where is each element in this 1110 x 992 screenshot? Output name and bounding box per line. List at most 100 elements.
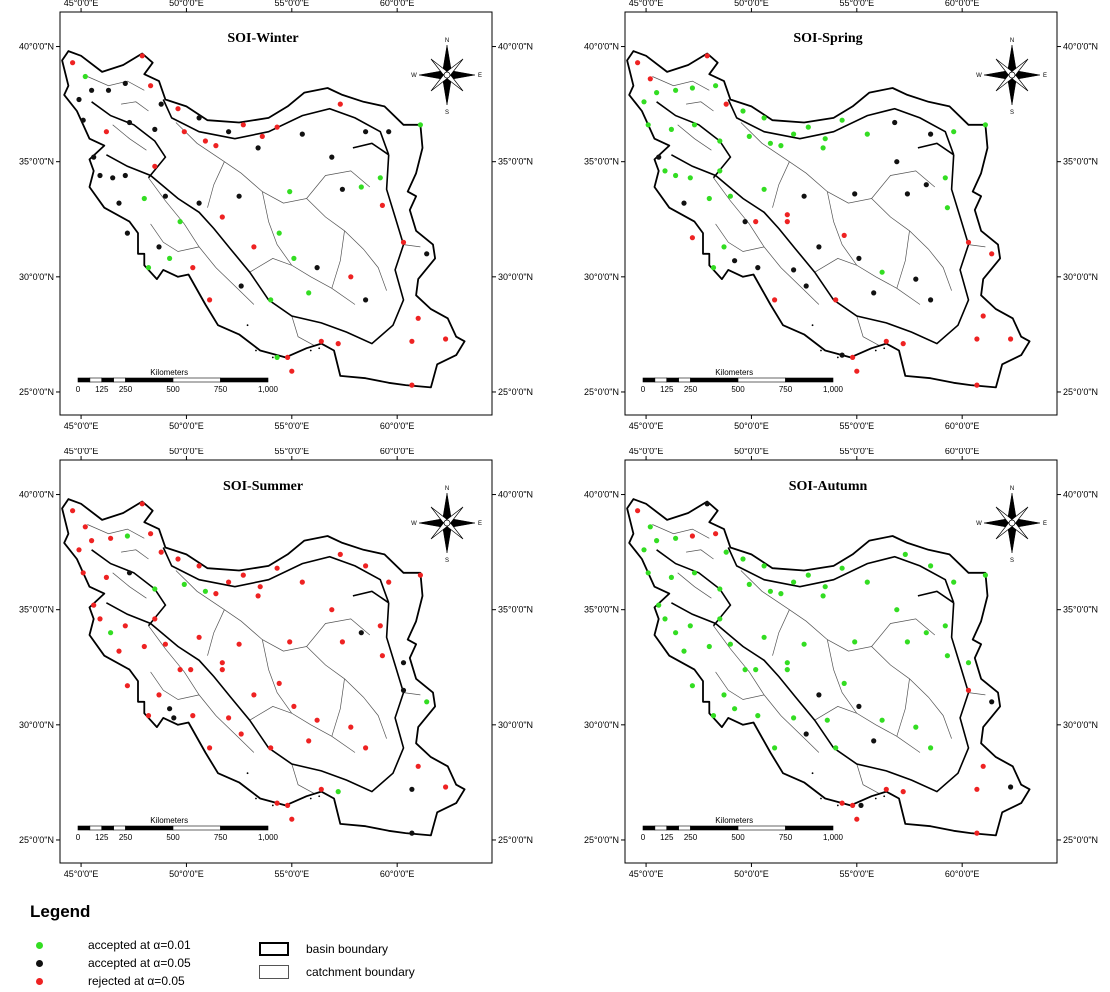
station-point [892, 119, 898, 126]
station-point [923, 630, 929, 636]
catchment-boundary [814, 706, 857, 721]
legend-label-accepted-005: accepted at α=0.05 [88, 956, 191, 970]
station-point [635, 508, 641, 514]
map-panel-autumn: 45°0'0"E 45°0'0"E 50°0'0"E 50°0'0"E 55°0'0"E… [565, 448, 1110, 893]
basin-boundary [917, 142, 955, 156]
station-point [400, 660, 407, 666]
station-point [727, 193, 733, 199]
catchment-boundary [344, 230, 387, 291]
station-point [852, 639, 858, 645]
station-point [386, 129, 392, 135]
island [271, 804, 274, 807]
country-outline [61, 498, 466, 837]
station-point [928, 745, 934, 751]
station-point [662, 168, 668, 174]
catchment-boundary [686, 101, 714, 112]
station-point [820, 593, 826, 599]
station-point [668, 126, 674, 132]
station-point [110, 175, 116, 181]
station-point [839, 565, 845, 571]
station-point [175, 556, 181, 562]
station-point [97, 616, 103, 622]
map-panel-spring: 45°0'0"E 45°0'0"E 50°0'0"E 50°0'0"E 55°0'0"E… [565, 0, 1110, 445]
station-point [803, 731, 809, 737]
station-point [207, 745, 213, 751]
legend-label-catchment-boundary: catchment boundary [306, 965, 415, 979]
basin-boundary [162, 547, 390, 604]
station-point [673, 87, 679, 93]
station-point [928, 563, 934, 569]
station-point [928, 297, 934, 303]
station-point [717, 138, 723, 144]
lon-label-bottom: 60°0'0"E [380, 421, 415, 431]
catchment-boundary [652, 76, 710, 91]
station-point [879, 269, 885, 275]
station-point [767, 140, 773, 146]
station-point [767, 588, 773, 594]
station-point [274, 354, 280, 360]
scale-bar-tick-label: 750 [779, 833, 793, 842]
island [883, 347, 886, 350]
map-frame [59, 459, 493, 864]
catchment-boundary [112, 572, 147, 599]
basin-boundary [671, 602, 970, 793]
lat-label-left: 35°0'0"N [19, 605, 54, 615]
basin-boundary [727, 99, 955, 156]
legend-label-rejected-005: rejected at α=0.05 [88, 974, 185, 988]
lat-label-left: 30°0'0"N [584, 272, 619, 282]
station-point [289, 368, 295, 374]
lon-label-top: 50°0'0"E [734, 0, 769, 8]
station-point [742, 219, 748, 225]
station-point [965, 660, 972, 666]
station-point [784, 219, 790, 225]
lon-label-top: 60°0'0"E [945, 0, 980, 8]
station-point [213, 143, 219, 149]
station-point [965, 239, 972, 245]
catchment-boundary [148, 177, 217, 268]
station-point [894, 159, 900, 165]
island [309, 349, 312, 352]
lon-label-bottom: 60°0'0"E [380, 869, 415, 879]
station-point [980, 763, 986, 769]
station-point [820, 145, 826, 151]
basin-boundary [671, 154, 970, 345]
station-point [803, 283, 809, 289]
scale-bar-tick-label: 250 [119, 385, 133, 394]
island [874, 797, 877, 800]
lat-label-right: 30°0'0"N [1063, 720, 1098, 730]
station-point [335, 789, 341, 795]
island [255, 349, 257, 352]
lon-label-top: 55°0'0"E [275, 448, 310, 456]
station-point [171, 715, 177, 721]
lat-label-right: 25°0'0"N [498, 387, 533, 397]
station-point [335, 341, 341, 347]
scale-bar-tick-label: 125 [95, 385, 109, 394]
catchment-boundary [306, 618, 371, 647]
station-point [673, 172, 679, 179]
catchment-boundary [652, 524, 710, 539]
compass-icon [418, 492, 476, 554]
station-point [706, 643, 712, 650]
station-point [236, 641, 242, 647]
station-point [753, 219, 759, 225]
station-point [141, 195, 147, 202]
lon-label-top: 55°0'0"E [275, 0, 310, 8]
catchment-boundary [403, 244, 421, 248]
lat-label-right: 40°0'0"N [498, 490, 533, 500]
station-point [196, 634, 202, 640]
station-point [122, 80, 128, 86]
station-point [791, 267, 797, 273]
lat-label-left: 40°0'0"N [584, 42, 619, 52]
station-point [424, 251, 430, 257]
map-autumn: 45°0'0"E 45°0'0"E 50°0'0"E 50°0'0"E 55°0'0"E… [584, 448, 1098, 879]
station-point [339, 186, 345, 192]
scale-bar-tick-label: 1,000 [258, 833, 279, 842]
station-point [641, 547, 647, 553]
lat-label-right: 25°0'0"N [1063, 835, 1098, 845]
station-point [717, 586, 723, 592]
station-point [900, 789, 906, 795]
station-point [704, 53, 710, 59]
station-point [717, 168, 723, 174]
panel-title: SOI-Summer [223, 479, 303, 494]
catchment-boundary [207, 161, 225, 208]
